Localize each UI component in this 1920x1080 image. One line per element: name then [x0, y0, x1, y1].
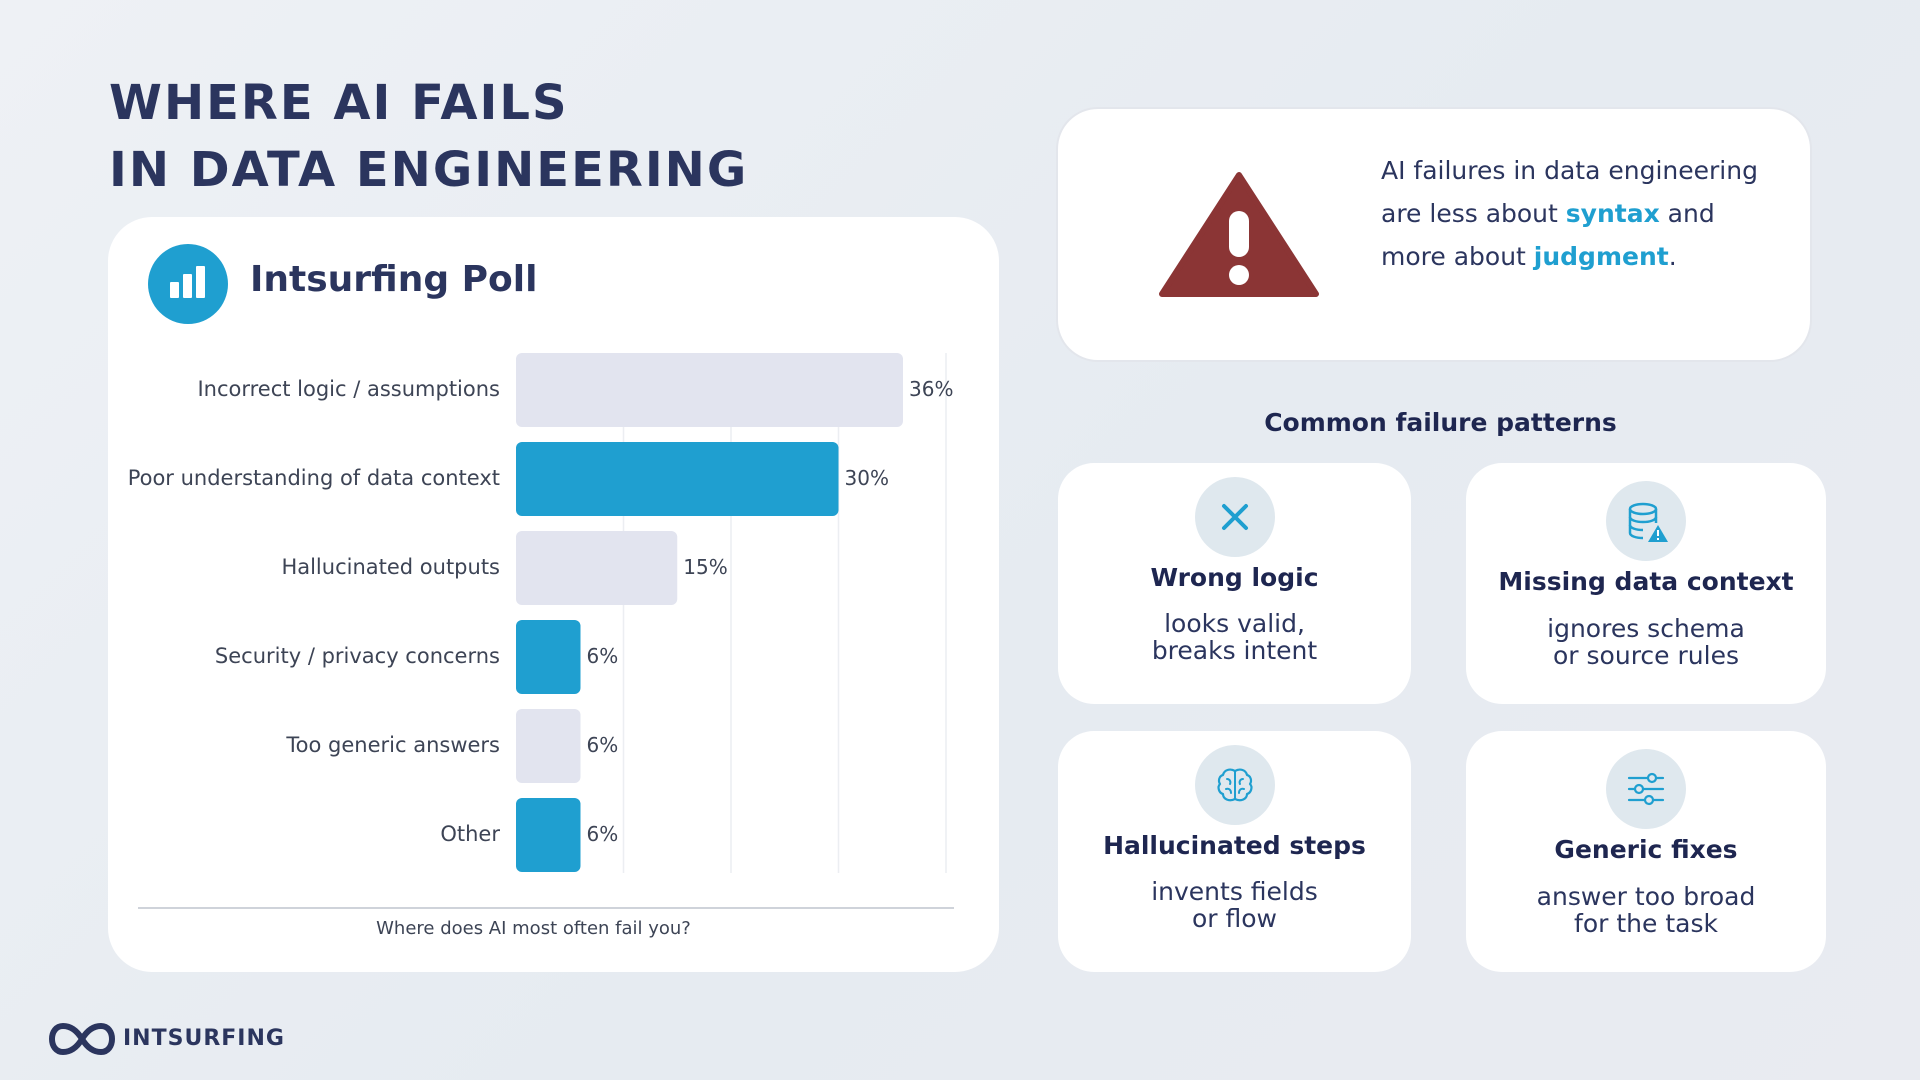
- insight-text-post: .: [1668, 242, 1677, 271]
- pattern-card-wrong-logic: Wrong logic looks valid, breaks intent: [1058, 463, 1411, 704]
- insight-text: AI failures in data engineering are less…: [1381, 149, 1781, 278]
- pattern-description: ignores schema or source rules: [1547, 614, 1745, 670]
- chart-axis-line: [138, 907, 954, 909]
- brain-icon: [1194, 745, 1275, 825]
- bar: [516, 353, 903, 427]
- poll-card: Intsurfing Poll Incorrect logic / assump…: [108, 217, 999, 972]
- pattern-card-generic-fixes: Generic fixes answer too broad for the ta…: [1466, 731, 1826, 972]
- category-label: Security / privacy concerns: [215, 644, 500, 668]
- insight-text-mid: and more about: [1381, 199, 1715, 271]
- insight-highlight-syntax: syntax: [1565, 199, 1660, 228]
- page-title-line-1: WHERE AI FAILS: [109, 75, 569, 131]
- category-label: Hallucinated outputs: [281, 555, 500, 579]
- data-label: 36%: [909, 377, 953, 401]
- sliders-icon: [1606, 749, 1686, 829]
- category-label: Poor understanding of data context: [128, 466, 500, 490]
- x-icon: [1194, 477, 1275, 557]
- pattern-description: looks valid, breaks intent: [1151, 609, 1318, 665]
- bar: [516, 709, 581, 783]
- category-label: Too generic answers: [285, 733, 500, 757]
- poll-bar-chart: Incorrect logic / assumptions 36% Poor und…: [128, 353, 953, 873]
- pattern-title: Generic fixes: [1554, 835, 1738, 864]
- pattern-card-missing-data-context: Missing data context ignores schema or so…: [1466, 463, 1826, 704]
- poll-title: Intsurfing Poll: [250, 259, 538, 300]
- insight-text-pre: AI failures in data engineering are less…: [1381, 156, 1758, 228]
- data-label: 30%: [845, 466, 889, 490]
- pattern-card-hallucinated-steps: Hallucinated steps invents fields or flow: [1058, 731, 1411, 972]
- insight-card: AI failures in data engineering are less…: [1058, 109, 1810, 360]
- bar: [516, 620, 581, 694]
- bar: [516, 798, 581, 872]
- warning-icon: [1159, 172, 1319, 297]
- chart-caption: Where does AI most often fail you?: [376, 918, 691, 939]
- pattern-description: invents fields or flow: [1151, 877, 1318, 933]
- infinity-logo-icon: [49, 1022, 115, 1056]
- category-label: Incorrect logic / assumptions: [197, 377, 500, 401]
- bar: [516, 531, 678, 605]
- patterns-heading: Common failure patterns: [1264, 408, 1617, 437]
- bar: [516, 442, 839, 516]
- bar-chart-icon: [148, 244, 228, 324]
- data-label: 15%: [683, 555, 727, 579]
- data-label: 6%: [587, 733, 619, 757]
- brand-name: INTSURFING: [123, 1026, 285, 1051]
- page-title: WHERE AI FAILS IN DATA ENGINEERING: [109, 70, 748, 204]
- pattern-description: answer too broad for the task: [1536, 882, 1756, 938]
- category-label: Other: [440, 822, 500, 846]
- pattern-title: Hallucinated steps: [1103, 831, 1366, 860]
- pattern-title: Wrong logic: [1150, 563, 1319, 592]
- pattern-title: Missing data context: [1498, 567, 1794, 596]
- data-label: 6%: [587, 822, 619, 846]
- database-warning-icon: [1606, 481, 1686, 561]
- data-label: 6%: [587, 644, 619, 668]
- insight-highlight-judgment: judgment: [1533, 242, 1669, 271]
- page-title-line-2: IN DATA ENGINEERING: [109, 142, 749, 198]
